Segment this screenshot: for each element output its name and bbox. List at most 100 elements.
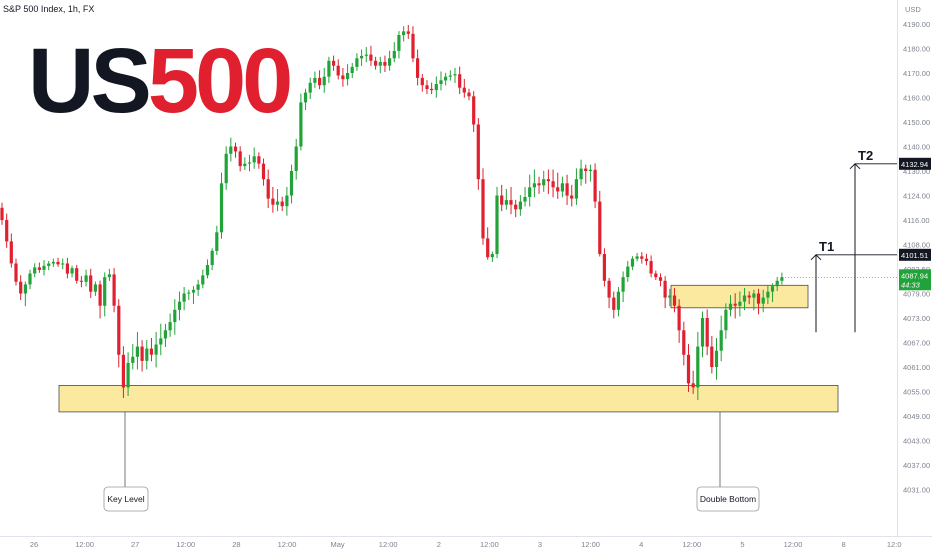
candle bbox=[318, 70, 322, 90]
candle-body bbox=[752, 293, 756, 298]
time-tick-label: 12:00 bbox=[278, 540, 297, 549]
callout-box bbox=[696, 486, 760, 512]
candle-body bbox=[84, 275, 88, 282]
candle bbox=[378, 56, 382, 74]
price-badge-bg bbox=[899, 157, 931, 170]
candle-body bbox=[374, 60, 378, 66]
candle-body bbox=[728, 303, 733, 310]
candle bbox=[332, 55, 336, 71]
target-label: T1 bbox=[819, 239, 834, 254]
candle bbox=[33, 263, 37, 278]
candle bbox=[294, 138, 298, 180]
candle-body bbox=[360, 55, 364, 59]
candle-body bbox=[341, 75, 345, 80]
candle-body bbox=[551, 181, 555, 188]
candle-body bbox=[738, 301, 742, 306]
time-tick-label: 8 bbox=[842, 540, 846, 549]
candle-body bbox=[336, 65, 340, 76]
key-level-zone[interactable] bbox=[58, 384, 839, 413]
candle-body bbox=[289, 171, 294, 196]
candle bbox=[602, 248, 606, 287]
candle-body bbox=[65, 263, 69, 274]
candle bbox=[649, 255, 653, 278]
candle bbox=[271, 186, 275, 213]
target-1: T1 bbox=[810, 239, 897, 333]
candle-body bbox=[649, 261, 653, 274]
candle bbox=[719, 315, 723, 362]
candle-body bbox=[75, 268, 79, 281]
candle bbox=[103, 272, 107, 317]
candle bbox=[322, 67, 326, 93]
candle bbox=[14, 258, 18, 286]
candle bbox=[728, 295, 733, 317]
candle bbox=[112, 268, 116, 313]
time-axis[interactable]: 26 12:00 27 12:00 28 12:00 May 12:00 2 12:00 3 12:0… bbox=[30, 540, 902, 549]
candle-body bbox=[154, 344, 158, 355]
double-bottom-callout[interactable]: Double Bottom bbox=[696, 411, 760, 512]
candle-body bbox=[537, 183, 541, 186]
candle-body bbox=[182, 293, 186, 302]
price-tick-label: 4037.00 bbox=[903, 461, 930, 470]
candle-body bbox=[61, 263, 65, 265]
key-level-callout[interactable]: Key Level bbox=[103, 411, 149, 512]
candle-body bbox=[397, 35, 401, 51]
candle-body bbox=[229, 146, 233, 154]
candle-body bbox=[205, 265, 210, 276]
candle-body bbox=[425, 85, 429, 89]
candle-body bbox=[780, 277, 784, 281]
candle bbox=[644, 253, 649, 266]
time-tick-label: 2 bbox=[437, 540, 441, 549]
candle bbox=[61, 258, 65, 270]
candle-body bbox=[271, 198, 275, 205]
time-tick-label: May bbox=[331, 540, 345, 549]
callout-label: Key Level bbox=[107, 494, 144, 504]
candle-body bbox=[294, 146, 298, 171]
candle-body bbox=[135, 346, 139, 357]
candle-body bbox=[682, 330, 686, 355]
candle bbox=[163, 323, 167, 347]
candle bbox=[84, 269, 88, 287]
candle-body bbox=[285, 195, 289, 207]
candle bbox=[135, 331, 139, 370]
candle bbox=[275, 189, 280, 212]
candle bbox=[584, 164, 588, 184]
candle bbox=[509, 186, 513, 215]
candle bbox=[532, 169, 536, 198]
candle bbox=[196, 279, 200, 296]
candle-body bbox=[700, 318, 705, 347]
candle bbox=[47, 260, 51, 271]
candle bbox=[560, 176, 564, 198]
candle-body bbox=[770, 286, 775, 292]
candle-body bbox=[159, 338, 163, 345]
candle-body bbox=[98, 284, 102, 306]
candle-body bbox=[766, 291, 770, 298]
targets-layer: T1 T2 bbox=[810, 148, 897, 333]
candle-body bbox=[434, 84, 438, 91]
candle bbox=[696, 331, 700, 401]
candle bbox=[168, 313, 172, 337]
candle bbox=[154, 331, 158, 368]
candle bbox=[252, 147, 256, 169]
candle bbox=[107, 268, 111, 281]
candle bbox=[42, 260, 46, 276]
candle bbox=[420, 74, 424, 92]
candle-body bbox=[238, 151, 242, 167]
candle bbox=[472, 91, 476, 132]
candles-layer[interactable] bbox=[0, 25, 784, 401]
candle bbox=[247, 154, 252, 172]
candle-body bbox=[5, 220, 9, 242]
price-badge: 4101.51 bbox=[899, 248, 931, 261]
candle bbox=[626, 260, 630, 282]
price-tick-label: 4067.00 bbox=[903, 339, 930, 348]
candle bbox=[565, 174, 569, 205]
candle-body bbox=[103, 277, 107, 306]
candle bbox=[500, 184, 504, 212]
candle-body bbox=[626, 266, 630, 278]
candle bbox=[360, 49, 364, 66]
candle bbox=[224, 146, 228, 190]
candle-body bbox=[140, 346, 144, 361]
candle-body bbox=[733, 303, 737, 306]
candle bbox=[570, 184, 574, 207]
